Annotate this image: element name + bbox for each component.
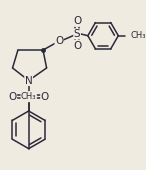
Text: S: S [25, 92, 32, 102]
Text: O: O [55, 36, 63, 46]
Text: O: O [41, 92, 49, 102]
Text: O: O [73, 41, 81, 50]
Text: S: S [74, 29, 80, 39]
Text: O: O [73, 16, 81, 26]
Text: CH₃: CH₃ [21, 92, 36, 101]
Text: O: O [8, 92, 17, 102]
Text: N: N [25, 75, 33, 86]
Text: CH₃: CH₃ [131, 31, 146, 40]
